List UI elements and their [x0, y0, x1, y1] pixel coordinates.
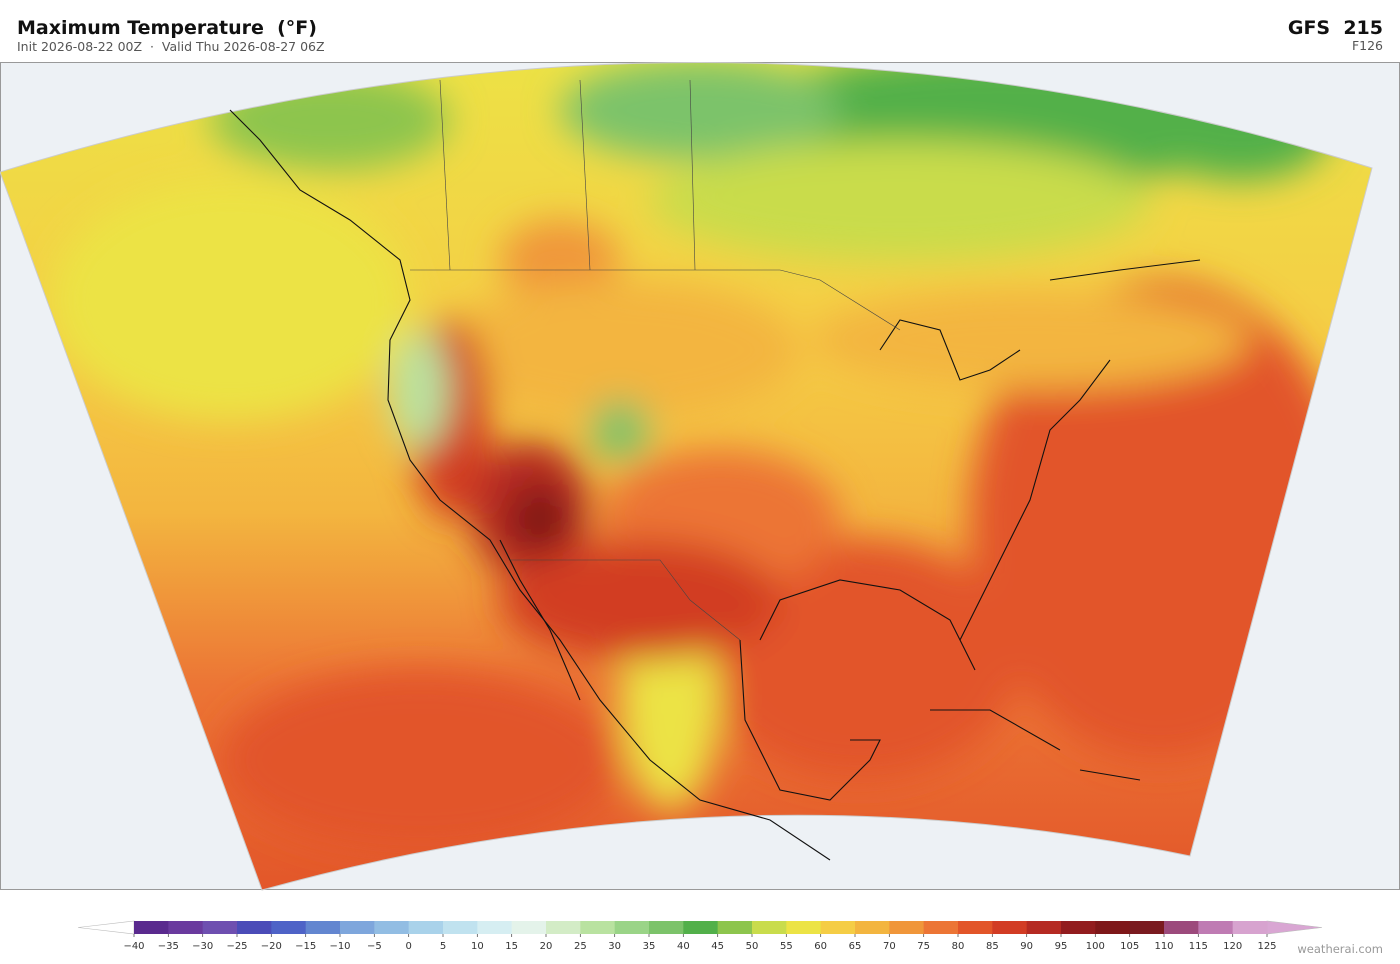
colorbar-tick-label: 30 [608, 941, 621, 952]
colorbar-bin [546, 921, 581, 934]
colorbar-tick-label: 75 [917, 941, 930, 952]
colorbar-tick-label: 45 [711, 941, 724, 952]
colorbar-tick-label: 105 [1120, 941, 1139, 952]
map [0, 62, 1400, 891]
colorbar-bin [134, 921, 169, 934]
colorbar-tick-label: 85 [986, 941, 999, 952]
colorbar-bin [923, 921, 959, 934]
colorbar-tick-label: 5 [440, 941, 446, 952]
colorbar-bin [1129, 921, 1165, 934]
colorbar-tick-label: 120 [1223, 941, 1242, 952]
title: Maximum Temperature (°F) [17, 17, 317, 39]
colorbar-tick-label: 70 [883, 941, 896, 952]
colorbar-bin [408, 921, 444, 934]
colorbar-bin [374, 921, 410, 934]
colorbar-bin [1026, 921, 1062, 934]
colorbar-bin [992, 921, 1028, 934]
colorbar-tick-label: −40 [123, 941, 144, 952]
colorbar-tick-label: 40 [677, 941, 690, 952]
colorbar-bin [1198, 921, 1234, 934]
colorbar-tick-label: 55 [780, 941, 793, 952]
colorbar-bin [305, 921, 341, 934]
model: GFS 215 [1288, 17, 1383, 39]
colorbar-tick-label: −30 [192, 941, 213, 952]
forecast-hour: F126 [1352, 38, 1383, 53]
colorbar-bin [1061, 921, 1096, 934]
colorbar-tick-label: 20 [540, 941, 553, 952]
colorbar-bin [271, 921, 307, 934]
colorbar-tick-label: 80 [952, 941, 965, 952]
colorbar-bin [1232, 921, 1268, 934]
colorbar-bin [649, 921, 684, 934]
colorbar-bin [580, 921, 616, 934]
colorbar-bin [168, 921, 204, 934]
colorbar-over [1266, 920, 1323, 935]
colorbar-tick-label: 125 [1257, 941, 1276, 952]
colorbar-tick-label: 50 [746, 941, 759, 952]
colorbar-bin [717, 921, 753, 934]
colorbar-bin [855, 921, 890, 934]
colorbar-tick-label: 90 [1020, 941, 1033, 952]
colorbar-tick-label: −35 [158, 941, 179, 952]
colorbar-tick-label: 60 [814, 941, 827, 952]
subtitle: Init 2026-08-22 00Z · Valid Thu 2026-08-… [17, 39, 325, 54]
colorbar-tick-label: 25 [574, 941, 587, 952]
colorbar-bin [889, 921, 925, 934]
colorbar-tick-label: 115 [1189, 941, 1208, 952]
colorbar-bin [820, 921, 856, 934]
colorbar-tick-label: 10 [471, 941, 484, 952]
colorbar-tick-label: 95 [1055, 941, 1068, 952]
colorbar-bin [1095, 921, 1131, 934]
colorbar-tick-label: 35 [643, 941, 656, 952]
credit: weatherai.com [1297, 942, 1383, 956]
borders [410, 79, 901, 641]
colorbar: −40 −35 −30 −25 −20 −15 −10 −5 0 5 10 15 20 25 30 35 40 4… [77, 920, 1323, 952]
colorbar-bin [786, 921, 822, 934]
coastlines [229, 109, 1201, 861]
colorbar-bin [1164, 921, 1199, 934]
colorbar-tick-label: 65 [849, 941, 862, 952]
colorbar-bin [477, 921, 513, 934]
colorbar-bin [958, 921, 993, 934]
colorbar-tick-label: 0 [405, 941, 411, 952]
colorbar-tick-label: −25 [226, 941, 247, 952]
colorbar-tick-label: −10 [329, 941, 350, 952]
colorbar-tick-label: 100 [1086, 941, 1105, 952]
colorbar-tick-label: −15 [295, 941, 316, 952]
colorbar-bin [614, 921, 650, 934]
colorbar-bin [752, 921, 787, 934]
colorbar-bin [511, 921, 547, 934]
colorbar-bin [683, 921, 719, 934]
colorbar-tick-label: 110 [1154, 941, 1173, 952]
colorbar-bin [443, 921, 478, 934]
colorbar-tick-label: −5 [367, 941, 382, 952]
colorbar-bin [340, 921, 375, 934]
colorbar-bin [202, 921, 238, 934]
colorbar-tick-label: 15 [505, 941, 518, 952]
colorbar-tick-label: −20 [261, 941, 282, 952]
colorbar-under [77, 920, 135, 935]
colorbar-bin [237, 921, 272, 934]
